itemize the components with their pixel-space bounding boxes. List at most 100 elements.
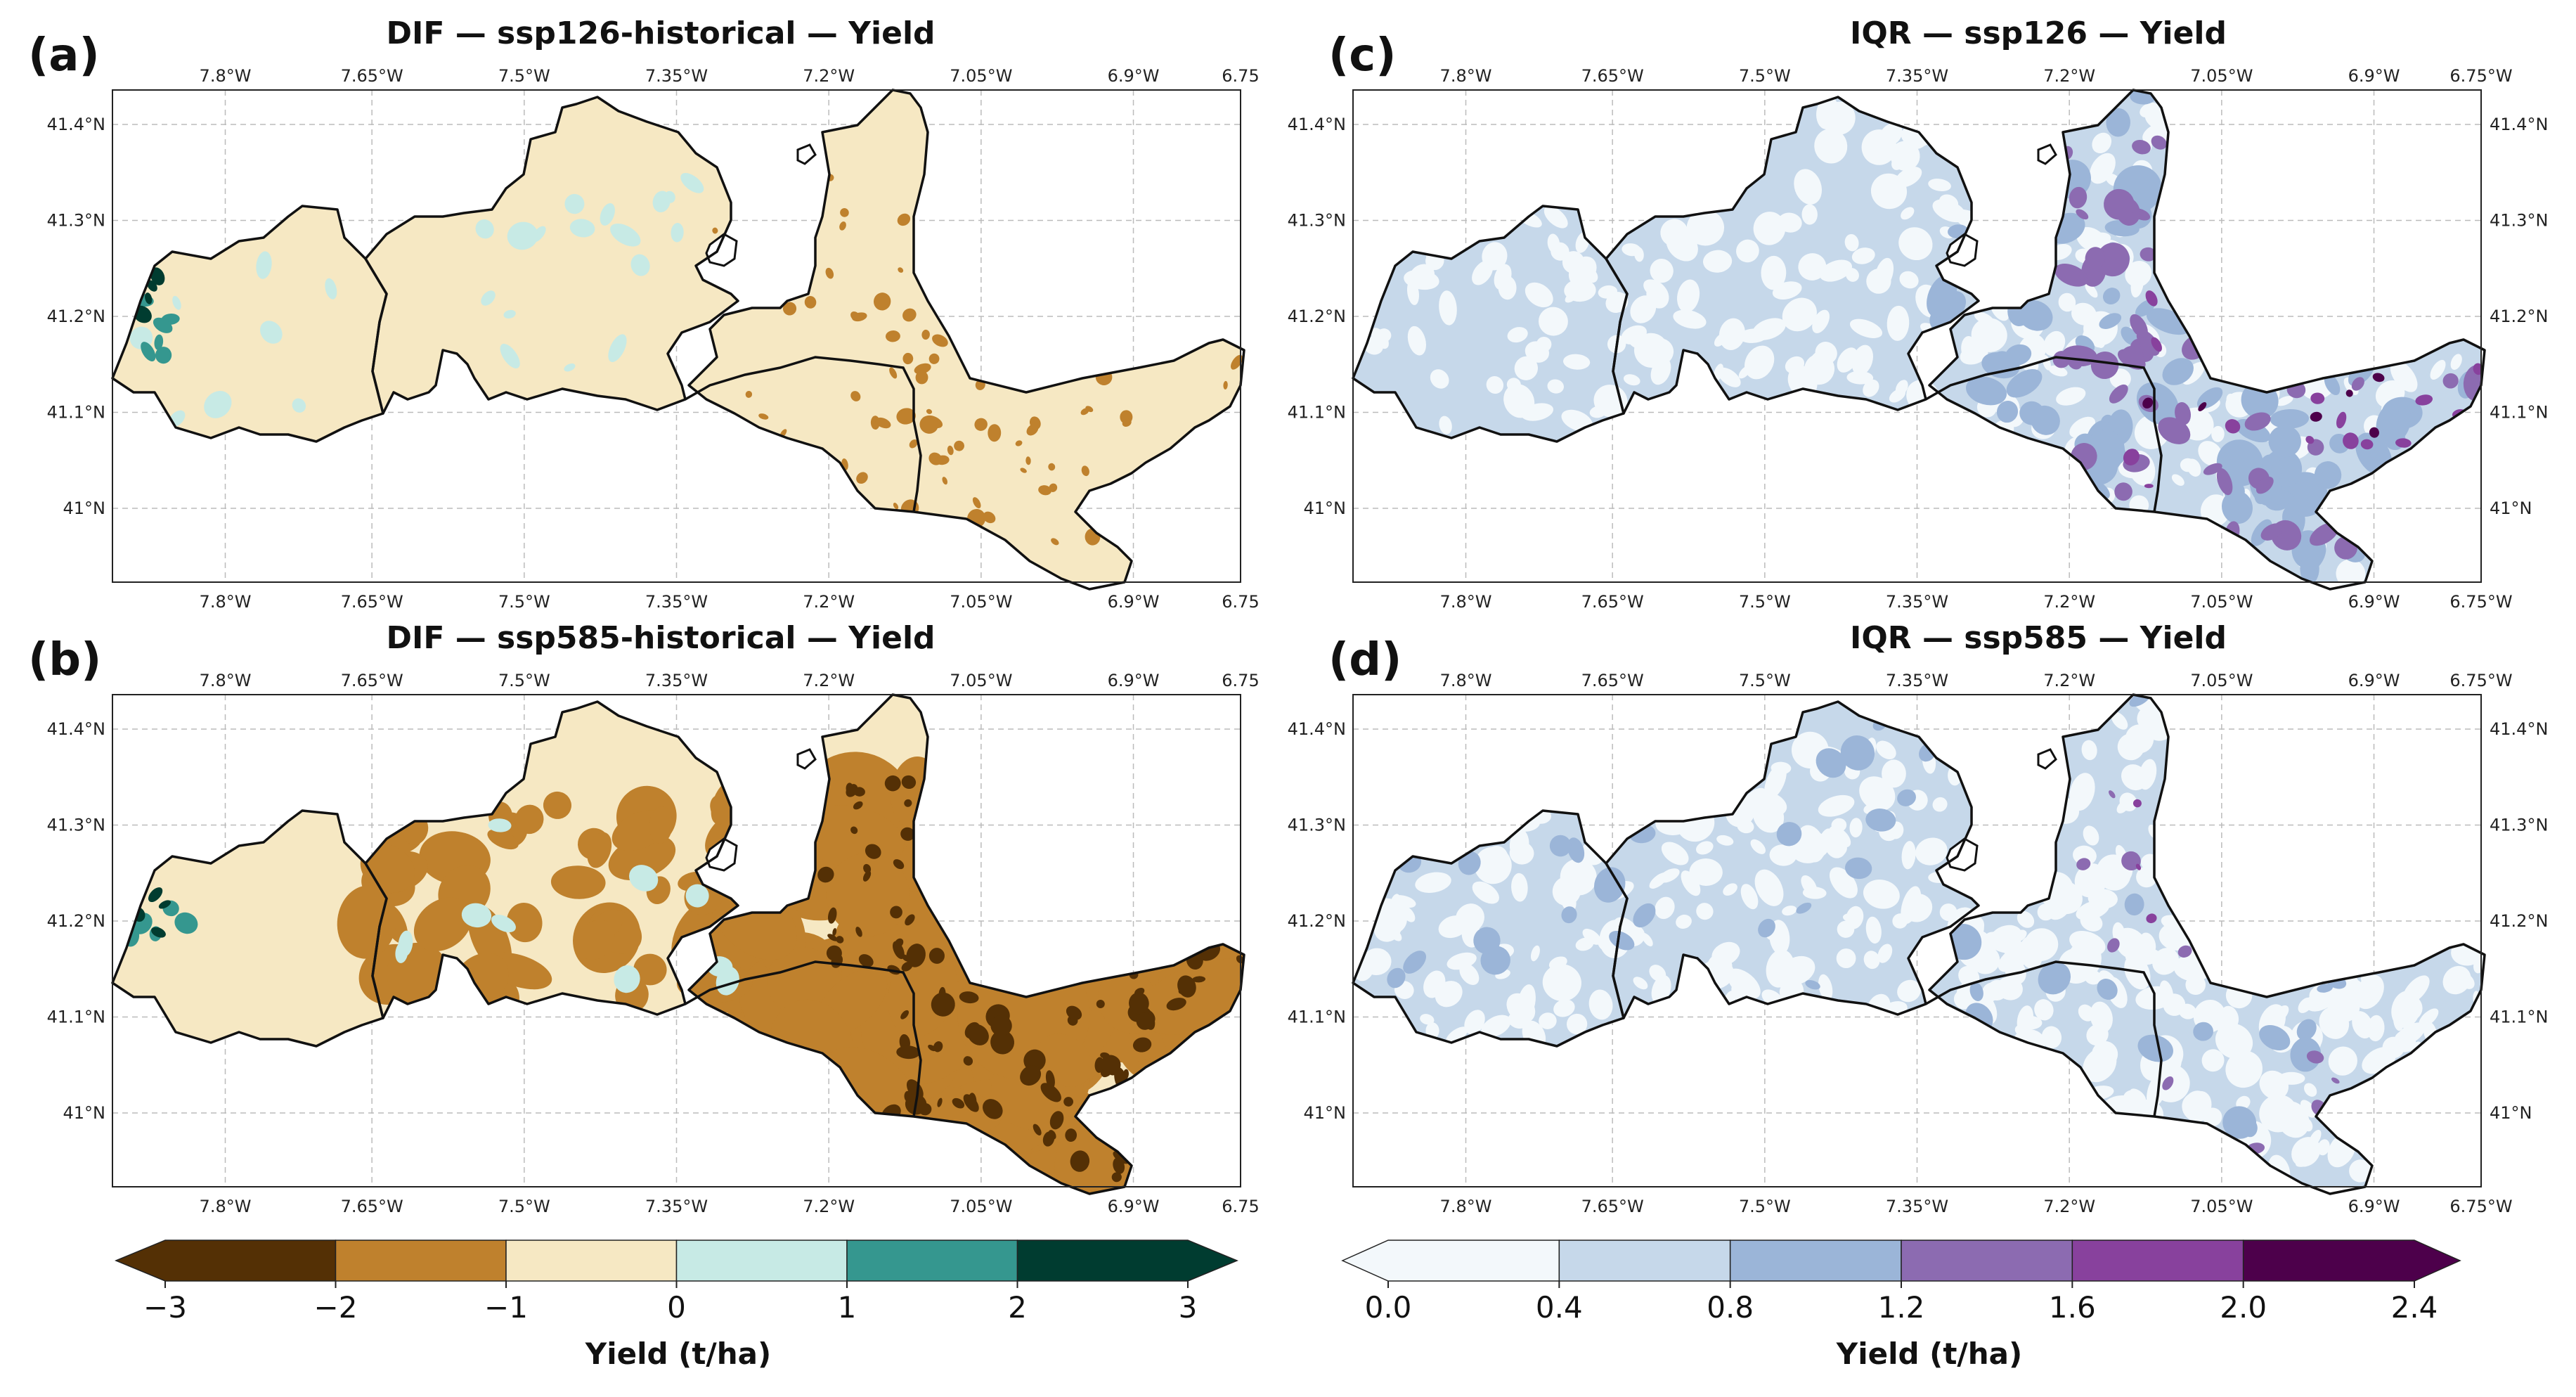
map-patch xyxy=(1081,465,1089,477)
map-patch xyxy=(2114,482,2132,501)
map-patch xyxy=(481,290,496,306)
lon-tick-bottom: 6.75 xyxy=(1222,1197,1259,1216)
map-patch xyxy=(1049,483,1058,492)
map-patch xyxy=(850,391,861,401)
map-patch xyxy=(259,321,283,344)
map-patch xyxy=(2300,1100,2317,1118)
map-patch xyxy=(840,208,849,217)
lon-tick-bottom: 7.8°W xyxy=(200,592,252,612)
lon-tick-top: 7.5°W xyxy=(1739,66,1791,86)
map-patch xyxy=(1567,837,1585,863)
map-patch xyxy=(1166,998,1186,1011)
map-patch xyxy=(1736,239,1759,263)
map-patch xyxy=(1814,129,1848,164)
colorbar-tick-label: 1.2 xyxy=(1878,1290,1925,1325)
map-patch xyxy=(1650,259,1674,283)
map-patch xyxy=(1758,918,1775,938)
map-patch xyxy=(896,408,916,425)
map-patch xyxy=(865,844,881,859)
map-patch xyxy=(1049,1111,1064,1130)
lat-tick-right: 41.4°N xyxy=(2490,719,2548,739)
map-patch xyxy=(931,992,955,1017)
map-patch xyxy=(1863,951,1880,970)
map-patch xyxy=(894,938,904,948)
map-patch xyxy=(2343,432,2359,449)
lon-tick-top: 7.8°W xyxy=(200,66,252,86)
map-patch xyxy=(1132,1037,1152,1052)
colorbar-tick-label: 0.4 xyxy=(1536,1290,1583,1325)
colorbar-tick-label: −2 xyxy=(314,1290,358,1325)
map-patch xyxy=(487,829,519,850)
region-outline xyxy=(1928,693,2486,1195)
map-patch xyxy=(1877,944,1893,963)
map-patch xyxy=(2011,929,2027,943)
map-patch xyxy=(1459,963,1480,985)
map-patch xyxy=(1622,243,1641,257)
lat-tick-left: 41.3°N xyxy=(1288,211,1346,231)
panel-tag: (b) xyxy=(28,634,101,686)
map-patch xyxy=(2109,790,2116,799)
map-patch xyxy=(2006,369,2043,398)
colorbar-tick-label: 0.8 xyxy=(1707,1290,1754,1325)
map-patch xyxy=(900,1010,910,1019)
map-patch xyxy=(2216,468,2233,496)
map-patch xyxy=(2349,1159,2372,1183)
map-patch xyxy=(2019,1015,2043,1030)
map-patch xyxy=(1507,327,1528,343)
map-patch xyxy=(1686,210,1725,246)
map-patch xyxy=(1861,129,1897,165)
colorbar-dif: −3 −2 −1 0 1 2 3 Yield (t/ha) xyxy=(115,1240,1238,1371)
map-patch xyxy=(2162,1076,2174,1090)
map-patch xyxy=(905,914,915,926)
lon-tick-top: 7.05°W xyxy=(950,66,1012,86)
lat-tick-right: 41°N xyxy=(2490,498,2532,518)
map-patch xyxy=(2136,866,2158,888)
map-patch xyxy=(906,944,926,967)
map-patch xyxy=(2442,965,2471,995)
map-patch xyxy=(1798,253,1827,281)
map-patch xyxy=(921,329,930,340)
colorbar-segment xyxy=(1341,1240,1560,1282)
colorbar-tick-label: 1.6 xyxy=(2049,1290,2096,1325)
map-patch xyxy=(893,859,905,870)
map-patch xyxy=(2074,863,2107,898)
map-patch xyxy=(2272,1005,2289,1023)
map-patch xyxy=(1849,318,1883,338)
region-outline xyxy=(364,700,739,1019)
lat-tick-right: 41.4°N xyxy=(2490,115,2548,134)
map-patch xyxy=(1849,818,1863,838)
map-patch xyxy=(2031,405,2060,435)
lon-tick-top: 6.75°W xyxy=(2449,66,2512,86)
map-patch xyxy=(988,424,1002,442)
map-patch xyxy=(608,334,627,362)
lon-tick-top: 7.8°W xyxy=(1440,66,1492,86)
map-patch xyxy=(826,945,842,961)
map-patch xyxy=(1387,967,1406,989)
map-patch xyxy=(2017,910,2035,928)
lat-tick-right: 41.1°N xyxy=(2490,403,2548,423)
map-patch xyxy=(1404,269,1439,290)
map-hole xyxy=(796,748,817,770)
map-patch xyxy=(1474,846,1512,884)
map-patch xyxy=(2175,934,2188,948)
lon-tick-top: 6.9°W xyxy=(2348,66,2400,86)
map-patch xyxy=(862,870,872,882)
map-patch xyxy=(1511,873,1528,902)
map-patch xyxy=(1805,980,1820,990)
map-patch xyxy=(858,954,874,967)
map-patch xyxy=(1538,307,1568,336)
map-patch xyxy=(1548,956,1567,970)
lat-tick-right: 41.1°N xyxy=(2490,1007,2548,1027)
map-patch xyxy=(825,267,834,279)
lon-tick-bottom: 7.2°W xyxy=(2043,1197,2095,1216)
map-patch xyxy=(1439,290,1457,326)
map-patch xyxy=(937,1097,943,1107)
map-patch xyxy=(1015,440,1023,446)
lon-tick-top: 7.05°W xyxy=(950,671,1012,690)
map-patch xyxy=(1817,828,1833,857)
map-patch xyxy=(983,1099,1003,1119)
lon-tick-bottom: 7.5°W xyxy=(1739,592,1791,612)
map-patch xyxy=(1769,844,1797,866)
map-patch xyxy=(2303,1083,2317,1097)
map-patch xyxy=(2338,562,2363,586)
